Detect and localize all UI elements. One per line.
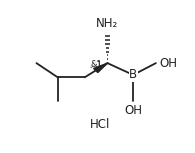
Text: NH₂: NH₂ (96, 17, 119, 30)
Text: &1: &1 (91, 60, 103, 69)
Text: ☄1: ☄1 (90, 61, 103, 70)
Text: HCl: HCl (90, 118, 110, 131)
Text: OH: OH (124, 104, 142, 117)
Text: B: B (129, 68, 137, 81)
Text: OH: OH (159, 57, 177, 70)
Polygon shape (94, 63, 107, 73)
